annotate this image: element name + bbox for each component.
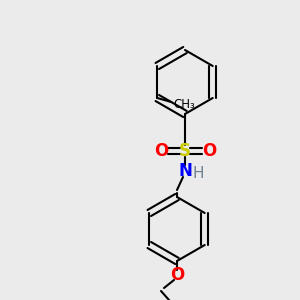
- Text: O: O: [202, 142, 216, 160]
- Text: O: O: [154, 142, 168, 160]
- Text: S: S: [179, 142, 191, 160]
- Text: CH₃: CH₃: [173, 98, 195, 110]
- Text: H: H: [192, 166, 204, 181]
- Text: N: N: [178, 162, 192, 180]
- Text: O: O: [170, 266, 184, 284]
